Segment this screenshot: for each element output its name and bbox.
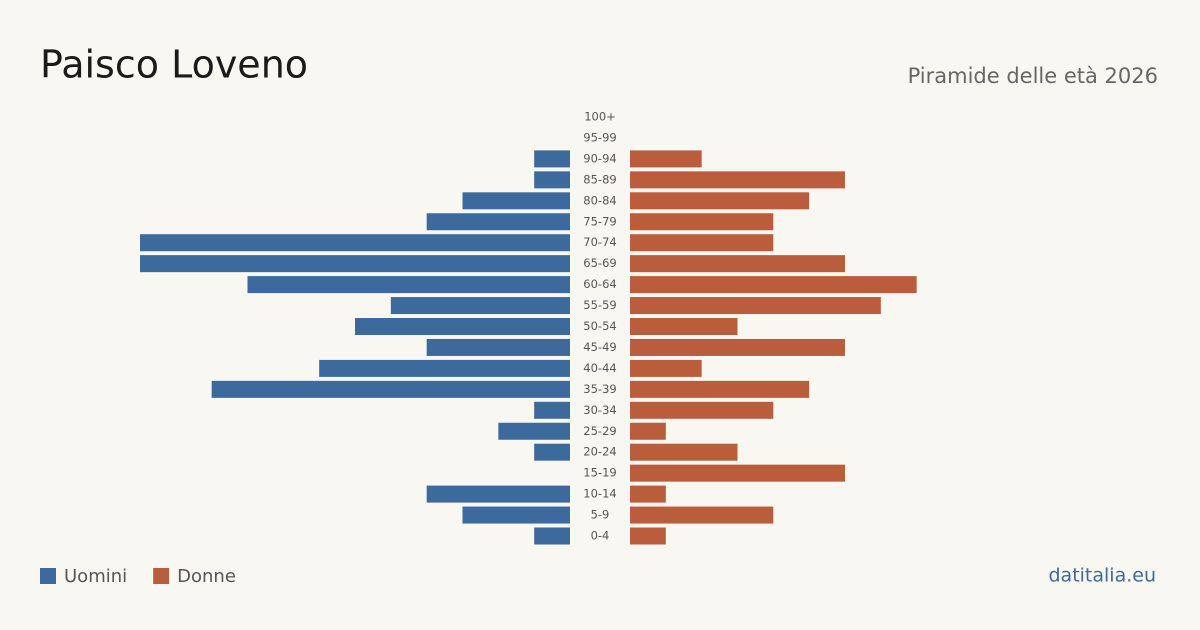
age-label: 65-69 <box>583 256 616 270</box>
bar <box>630 213 774 231</box>
bar <box>630 297 881 315</box>
age-label: 45-49 <box>583 340 616 354</box>
bar <box>630 401 774 419</box>
bar <box>426 338 570 356</box>
age-label: 40-44 <box>583 361 616 375</box>
bar <box>630 527 666 545</box>
age-label: 10-14 <box>583 487 616 501</box>
bar <box>630 359 702 377</box>
bar <box>426 485 570 503</box>
legend-swatch <box>153 568 170 584</box>
age-label: 15-19 <box>583 466 616 480</box>
chart-subtitle: Piramide delle età 2026 <box>908 64 1158 88</box>
age-label: 70-74 <box>583 235 616 249</box>
bar <box>630 338 845 356</box>
bar <box>140 234 570 252</box>
age-label: 25-29 <box>583 424 616 438</box>
age-label: 75-79 <box>583 214 616 228</box>
legend-label: Donne <box>177 566 236 587</box>
age-label: 85-89 <box>583 172 616 186</box>
bar <box>630 255 845 273</box>
bar <box>534 150 570 168</box>
bar <box>630 276 917 294</box>
age-label: 80-84 <box>583 193 616 207</box>
bar <box>630 192 810 210</box>
bar <box>630 443 738 461</box>
bar <box>426 213 570 231</box>
bar <box>630 234 774 252</box>
bar <box>140 255 570 273</box>
age-label: 5-9 <box>591 508 610 522</box>
chart-title: Paisco Loveno <box>40 43 308 87</box>
legend-label: Uomini <box>64 566 127 587</box>
age-label: 20-24 <box>583 445 616 459</box>
age-label: 60-64 <box>583 277 616 291</box>
age-label: 30-34 <box>583 403 616 417</box>
bar <box>390 297 570 315</box>
age-label: 55-59 <box>583 298 616 312</box>
bar <box>462 192 570 210</box>
age-label: 0-4 <box>591 529 610 543</box>
bar <box>630 506 774 524</box>
bar <box>534 171 570 189</box>
age-label: 35-39 <box>583 382 616 396</box>
bar <box>630 485 666 503</box>
bar <box>534 443 570 461</box>
bar <box>355 318 570 335</box>
bar <box>534 527 570 545</box>
bar <box>462 506 570 524</box>
bar <box>211 380 570 398</box>
source: datitalia.eu <box>1049 565 1157 587</box>
age-label: 90-94 <box>583 151 616 165</box>
bar <box>319 359 570 377</box>
bar <box>630 422 666 440</box>
bar <box>630 150 702 168</box>
age-label: 50-54 <box>583 319 616 333</box>
legend-swatch <box>40 568 56 584</box>
bar <box>630 318 738 335</box>
age-label: 95-99 <box>583 130 616 144</box>
bar <box>630 464 845 482</box>
bar <box>534 401 570 419</box>
bar <box>630 171 845 189</box>
bar <box>498 422 570 440</box>
bar <box>630 380 810 398</box>
bar <box>247 276 570 294</box>
age-label: 100+ <box>584 110 616 124</box>
